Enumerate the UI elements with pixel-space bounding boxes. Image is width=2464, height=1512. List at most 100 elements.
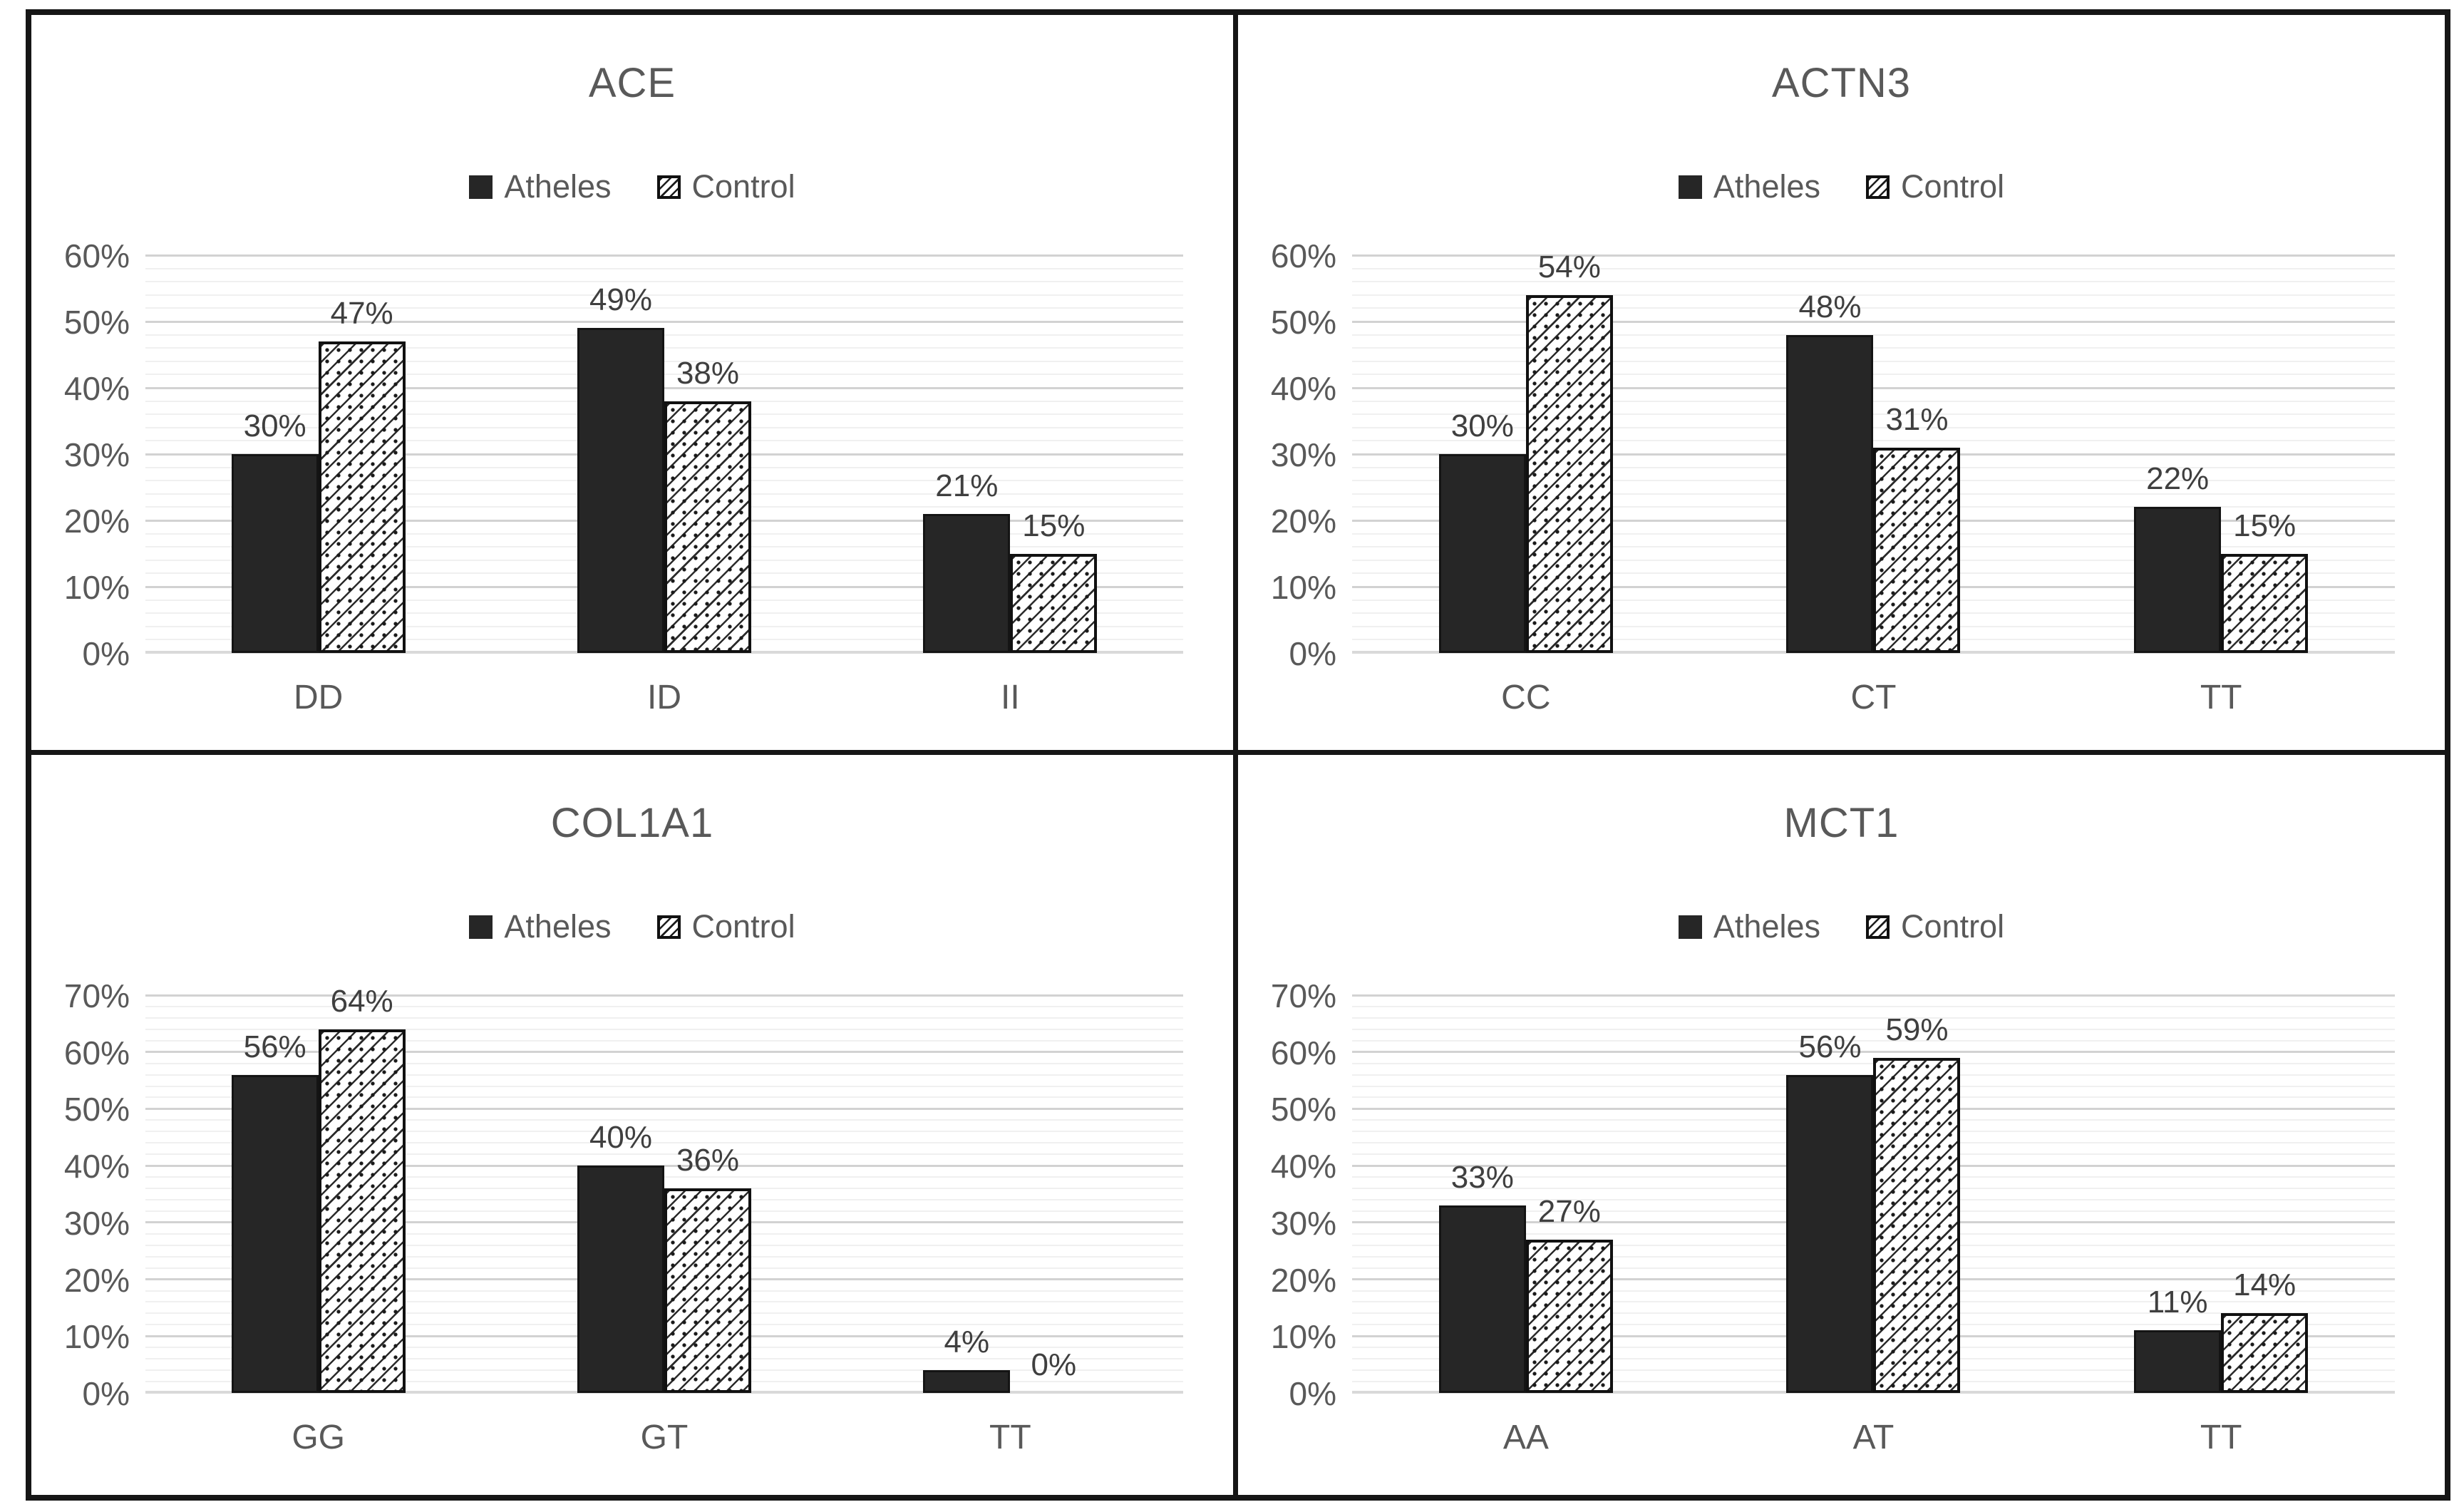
legend-item-control: Control <box>656 168 795 205</box>
y-tick-label: 0% <box>82 635 130 672</box>
data-label: 33% <box>1450 1159 1514 1195</box>
gridline-minor <box>1352 360 2395 362</box>
gridline-minor <box>145 360 1183 362</box>
legend-label-control: Control <box>691 168 795 205</box>
y-tick-label: 20% <box>1270 503 1336 540</box>
y-tick-label: 40% <box>1270 1148 1336 1186</box>
legend-item-athletes: Atheles <box>469 908 612 945</box>
data-label: 38% <box>676 355 740 391</box>
control-bar <box>318 1029 406 1393</box>
data-label: 27% <box>1537 1193 1601 1229</box>
category-label: ID <box>646 679 681 716</box>
gridline-major <box>145 320 1183 323</box>
category-label: GT <box>640 1419 689 1456</box>
control-bar <box>664 401 751 653</box>
data-label: 56% <box>1798 1029 1862 1064</box>
gridline-minor <box>1352 1028 2395 1030</box>
category-slot: 11% 14% <box>2047 995 2395 1393</box>
gridline-minor <box>145 374 1183 376</box>
gridline-minor <box>145 334 1183 336</box>
legend-label-athletes: Atheles <box>1713 168 1821 205</box>
gridline-minor <box>145 1062 1183 1064</box>
category-slot: 56% 59% <box>1700 995 2048 1393</box>
category-label: TT <box>989 1419 1031 1456</box>
chart-title: COL1A1 <box>550 800 714 846</box>
category-slot: 22% 15% <box>2047 255 2395 653</box>
athletes-bar <box>231 454 319 653</box>
category-slot: 56% 64% <box>145 984 491 1393</box>
gridline-major <box>1352 1051 2395 1054</box>
category-slot: 40% 36% <box>491 995 837 1393</box>
y-tick-label: 10% <box>1270 1318 1336 1356</box>
data-label: 11% <box>2147 1285 2208 1320</box>
data-label: 22% <box>2146 461 2210 497</box>
gridline-minor <box>145 1153 1183 1156</box>
category-label: TT <box>2200 1419 2242 1456</box>
y-tick-label: 50% <box>1270 1091 1336 1128</box>
category-axis: GG GT TT <box>145 1418 1183 1468</box>
gridline-minor <box>1352 294 2395 296</box>
data-label: 56% <box>243 1029 306 1064</box>
gridline-minor <box>1352 400 2395 402</box>
gridline-minor <box>145 1131 1183 1133</box>
category-label: DD <box>294 679 344 716</box>
y-tick-label: 20% <box>63 1261 130 1299</box>
legend-item-control: Control <box>1866 168 2004 205</box>
legend-item-control: Control <box>656 908 795 945</box>
y-tick-label: 40% <box>63 1148 130 1186</box>
y-tick-label: 30% <box>63 436 130 473</box>
y-tick-label: 60% <box>1270 1034 1336 1071</box>
legend-label-control: Control <box>691 908 795 945</box>
y-tick-label: 30% <box>1270 1204 1336 1242</box>
athletes-swatch-icon <box>469 915 493 939</box>
gridline-major <box>1352 386 2395 389</box>
category-slot: 4% 0% <box>837 995 1183 1393</box>
data-label: 49% <box>589 282 653 318</box>
data-label: 48% <box>1798 289 1862 324</box>
gridline-minor <box>145 1188 1183 1190</box>
athletes-bar <box>231 1074 319 1393</box>
data-label: 31% <box>1885 401 1949 437</box>
category-axis: CC CT TT <box>1352 678 2395 728</box>
gridline-minor <box>145 347 1183 349</box>
plot-area: 0% 10% 20% 30% 40% 50% 60% 30% 54% 48% 31% 22% 15% <box>1271 237 2395 672</box>
category-slot: 49% 38% <box>491 255 837 653</box>
category-slot: 48% 31% <box>1700 255 2048 653</box>
control-bar <box>664 1188 751 1393</box>
gridline-minor <box>1352 374 2395 376</box>
gridline-minor <box>145 1005 1183 1007</box>
gridline-minor <box>145 1176 1183 1178</box>
category-label: TT <box>2200 679 2242 716</box>
gridline-minor <box>145 1119 1183 1121</box>
control-swatch-icon <box>1866 915 1890 939</box>
gridline-major <box>145 1164 1183 1167</box>
control-bar <box>318 341 406 653</box>
control-swatch-icon <box>1866 175 1890 199</box>
control-bar <box>2221 1313 2309 1393</box>
athletes-swatch-icon <box>469 175 493 199</box>
legend: Atheles Control <box>1238 908 2445 945</box>
gridline-minor <box>1352 426 2395 428</box>
control-bar <box>1873 1057 1961 1393</box>
gridline-minor <box>1352 281 2395 283</box>
control-swatch-icon <box>656 175 681 199</box>
category-label: AA <box>1502 1419 1549 1456</box>
legend-label-athletes: Atheles <box>1713 908 1821 945</box>
data-label: 54% <box>1537 249 1601 284</box>
gridline-major <box>1352 254 2395 257</box>
category-label: GG <box>292 1419 345 1456</box>
gridline-minor <box>1352 267 2395 269</box>
gridline-minor <box>145 281 1183 283</box>
control-bar <box>1525 294 1613 653</box>
legend-label-control: Control <box>1901 168 2005 205</box>
gridline-minor <box>1352 413 2395 416</box>
legend: Atheles Control <box>31 168 1233 205</box>
data-label: 59% <box>1885 1012 1949 1047</box>
y-tick-label: 10% <box>63 1318 130 1356</box>
chart-title: ACE <box>588 60 676 106</box>
control-swatch-icon <box>656 915 681 939</box>
plot-area: 0% 10% 20% 30% 40% 50% 60% 70% 33% 27% 56% 59% 11% 14… <box>1271 977 2395 1412</box>
control-bar <box>2221 553 2309 653</box>
figure-border: ACE Atheles Control 0% 10% 20% 30% 40% 50% 60%… <box>26 9 2450 1501</box>
category-label: II <box>1000 679 1020 716</box>
